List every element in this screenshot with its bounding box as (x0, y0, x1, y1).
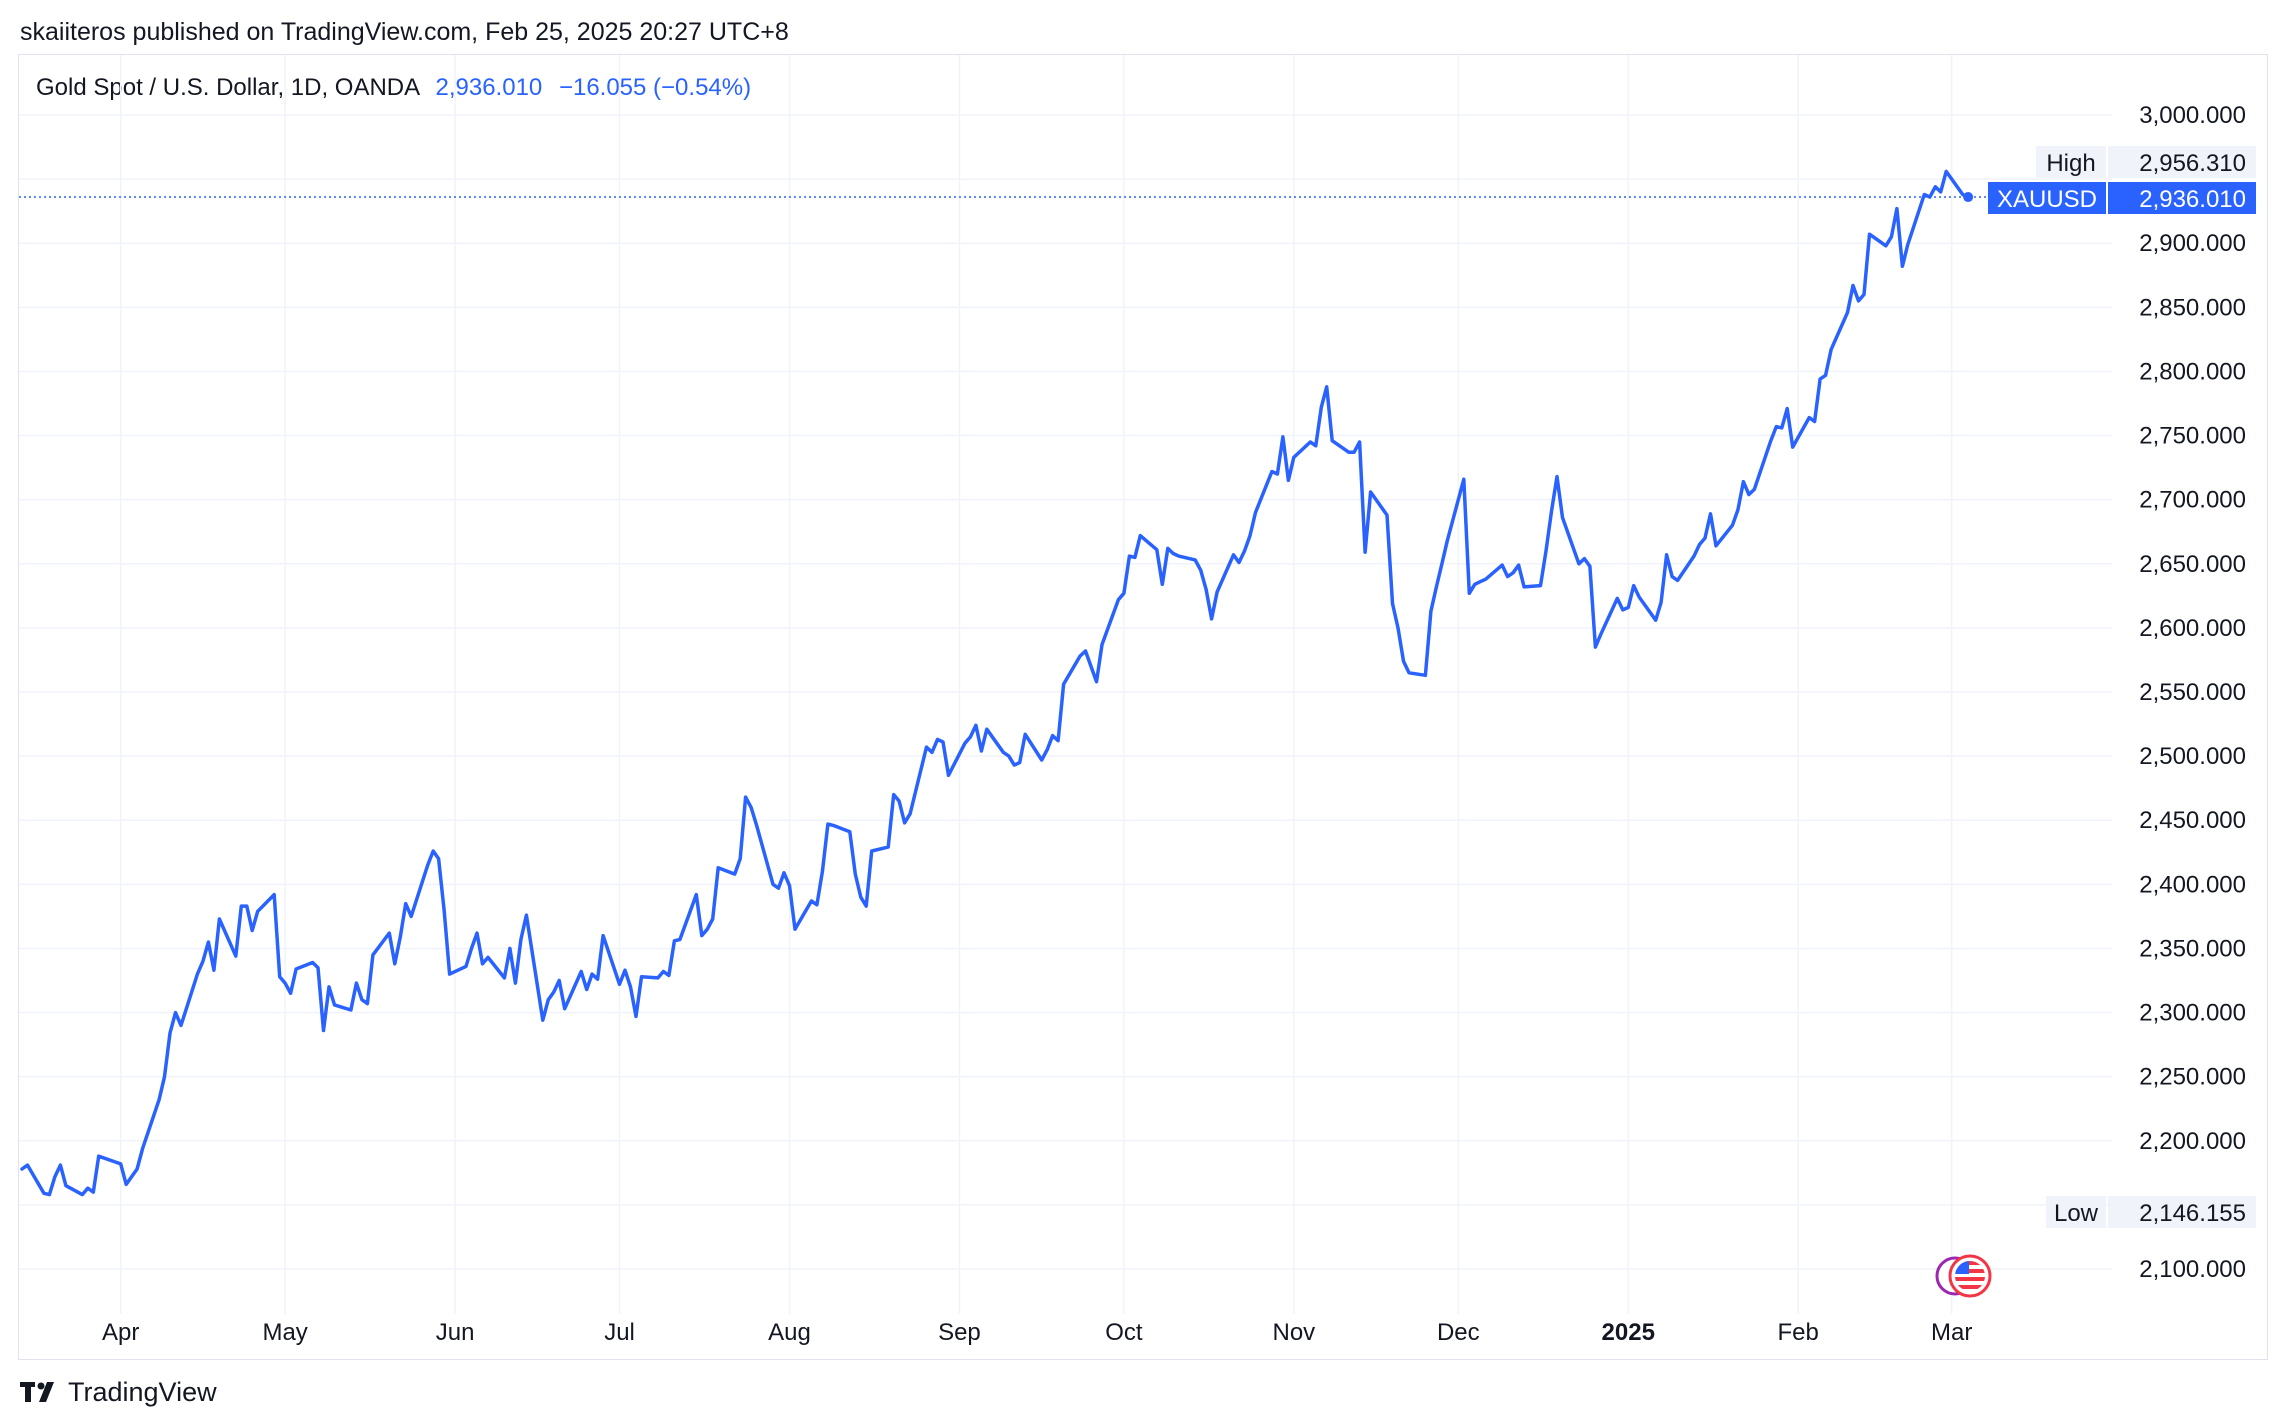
x-tick-label: Dec (1437, 1319, 1480, 1346)
x-tick-label: Feb (1778, 1319, 1819, 1346)
symbol-label-text: XAUUSD (1997, 186, 2097, 213)
price-series-line (20, 169, 1970, 1197)
x-tick-label: Sep (938, 1319, 981, 1346)
y-tick-label: 2,100.000 (2139, 1256, 2246, 1283)
x-tick-label: 2025 (1602, 1319, 1655, 1346)
symbol-title: Gold Spot / U.S. Dollar, 1D, OANDA (36, 74, 419, 101)
y-tick-label: 2,800.000 (2139, 358, 2246, 385)
y-tick-label: 2,850.000 (2139, 294, 2246, 321)
x-tick-label: Apr (102, 1319, 139, 1346)
chart-legend: Gold Spot / U.S. Dollar, 1D, OANDA 2,936… (36, 74, 751, 102)
x-tick-label: Jun (436, 1319, 475, 1346)
y-tick-label: 2,700.000 (2139, 487, 2246, 514)
high-label: High 2,956.310 (2036, 146, 2256, 178)
tradingview-brand: TradingView (68, 1376, 217, 1407)
tradingview-footer[interactable]: TradingView (20, 1374, 217, 1410)
y-tick-label: 2,450.000 (2139, 807, 2246, 834)
last-price: 2,936.010 (435, 74, 543, 101)
axes: 2,100.000 2,200.000 2,250.000 2,300.000 2,35… (102, 102, 2246, 1346)
tradingview-logo-icon (20, 1382, 54, 1402)
last-price-dot (1963, 192, 1974, 203)
symbol-label-value: 2,936.010 (2139, 186, 2246, 213)
price-change: −16.055 (−0.54%) (558, 74, 752, 101)
flag-event-icon[interactable] (1935, 1254, 1992, 1298)
x-tick-label: Jul (604, 1319, 635, 1346)
y-tick-label: 3,000.000 (2139, 102, 2246, 129)
symbol-price-label: XAUUSD 2,936.010 (1988, 182, 2256, 214)
publisher-line: skaiiteros published on TradingView.com,… (20, 18, 789, 46)
high-label-text: High (2046, 150, 2095, 177)
y-tick-label: 2,250.000 (2139, 1064, 2246, 1091)
y-tick-label: 2,750.000 (2139, 423, 2246, 450)
x-tick-label: Aug (768, 1319, 811, 1346)
grid (19, 55, 2112, 1314)
y-tick-label: 2,350.000 (2139, 935, 2246, 962)
x-tick-label: Mar (1931, 1319, 1972, 1346)
low-label-value: 2,146.155 (2139, 1200, 2246, 1227)
y-tick-label: 2,650.000 (2139, 551, 2246, 578)
chart-frame (18, 54, 2268, 1360)
x-tick-label: Nov (1273, 1319, 1316, 1346)
y-tick-label: 2,900.000 (2139, 230, 2246, 257)
low-label: Low 2,146.155 (2046, 1196, 2256, 1228)
y-tick-label: 2,300.000 (2139, 1000, 2246, 1027)
y-tick-label: 2,400.000 (2139, 871, 2246, 898)
y-tick-label: 2,600.000 (2139, 615, 2246, 642)
y-tick-label: 2,500.000 (2139, 743, 2246, 770)
x-tick-label: May (262, 1319, 307, 1346)
y-tick-label: 2,550.000 (2139, 679, 2246, 706)
y-tick-label: 2,200.000 (2139, 1128, 2246, 1155)
low-label-text: Low (2054, 1200, 2099, 1227)
x-tick-label: Oct (1105, 1319, 1143, 1346)
high-label-value: 2,956.310 (2139, 150, 2246, 177)
